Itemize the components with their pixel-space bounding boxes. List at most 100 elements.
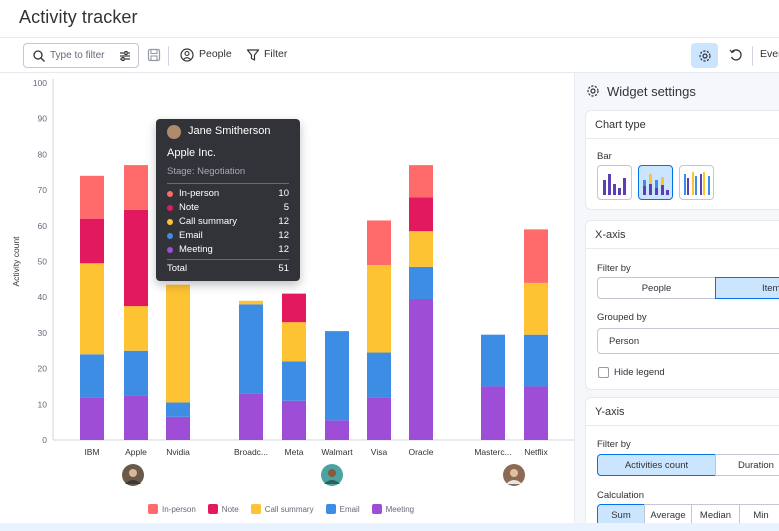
tooltip-color-dot (167, 247, 173, 253)
tooltip-row: Call summary 12 (167, 216, 289, 230)
bar-segment (166, 284, 190, 403)
legend-item[interactable]: Meeting (371, 504, 414, 514)
tooltip-stage: Stage: Negotiation (167, 166, 246, 177)
chart-legend: In-person Note Call summary Email Meeting (148, 504, 426, 514)
tooltip-person: Jane Smitherson (188, 125, 271, 137)
y-filter-duration-option[interactable]: Duration (715, 454, 779, 476)
bar-segment (282, 293, 306, 323)
y-tick-label: 40 (38, 292, 48, 302)
bar-segment (325, 420, 349, 440)
y-tick-label: 60 (38, 221, 48, 231)
bar-segment (282, 400, 306, 440)
grouped-bar-icon (684, 172, 710, 195)
stacked-bar-chart: 0 10 20 30 40 50 60 70 80 90 100 Activity count IBM A… (11, 78, 574, 457)
y-tick-label: 0 (42, 435, 47, 445)
x-tick-label: Broadc... (234, 447, 268, 457)
bar-segment (409, 231, 433, 267)
grouped-by-label: Grouped by (597, 312, 647, 323)
bar-segment (124, 209, 148, 307)
y-filter-activities-option[interactable]: Activities count (597, 454, 716, 476)
x-tick-label: Masterc... (474, 447, 511, 457)
avatar[interactable] (122, 464, 144, 486)
bar-segment (239, 300, 263, 305)
y-tick-label: 100 (33, 78, 47, 88)
toolbar-divider (752, 46, 753, 66)
bar-segment (409, 298, 433, 440)
x-tick-label: Visa (371, 447, 388, 457)
legend-label: Call summary (264, 504, 314, 514)
chart-type-bar-option[interactable] (597, 165, 632, 200)
y-tick-label: 50 (38, 257, 48, 267)
search-input[interactable]: Type to filter (23, 43, 139, 68)
tooltip-divider (167, 183, 289, 184)
gear-icon (587, 85, 599, 97)
x-filter-people-option[interactable]: People (597, 277, 716, 299)
legend-item[interactable]: Call summary (250, 504, 314, 514)
legend-swatch (371, 504, 382, 514)
y-axis-card: Y-axis Filter by Activities count Durati… (585, 397, 779, 531)
bar-segment (239, 304, 263, 394)
bar-segment (409, 266, 433, 299)
x-tick-label: Meta (285, 447, 304, 457)
tooltip-row-value: 10 (278, 188, 289, 199)
x-tick-label: Apple (125, 447, 147, 457)
avatar[interactable] (503, 464, 525, 486)
panel-divider (574, 73, 575, 531)
x-axis-header: X-axis (586, 221, 779, 249)
toolbar-cut-button[interactable]: Ever (760, 48, 779, 60)
chart-area: 0 10 20 30 40 50 60 70 80 90 100 Activity count IBM A… (0, 73, 575, 531)
legend-label: Note (221, 504, 239, 514)
legend-item[interactable]: In-person (148, 504, 196, 514)
bar-segment (239, 393, 263, 440)
people-button[interactable]: People (199, 48, 232, 60)
bar-segment (367, 397, 391, 440)
legend-item[interactable]: Email (325, 504, 360, 514)
save-icon[interactable] (146, 47, 162, 63)
bar-segment (409, 197, 433, 232)
tooltip-row-label: Note (179, 202, 200, 213)
hide-legend-checkbox[interactable] (598, 367, 609, 378)
tooltip-row-label: Call summary (179, 216, 238, 227)
undo-icon[interactable] (728, 47, 744, 63)
bar-segment (80, 397, 104, 440)
widget-settings-button[interactable] (691, 43, 718, 68)
bar-segment (481, 334, 505, 387)
bar-segment (166, 416, 190, 440)
tooltip-total: Total 51 (167, 263, 289, 274)
chart-type-header: Chart type (586, 111, 779, 139)
y-tick-label: 90 (38, 114, 48, 124)
chart-type-stacked-option[interactable] (638, 165, 673, 200)
toolbar: Type to filter People Filter Ever (0, 37, 779, 73)
bar-segment (367, 220, 391, 266)
filter-icon[interactable] (245, 47, 261, 63)
x-tick-label: Walmart (321, 447, 353, 457)
bar-segment (80, 354, 104, 398)
x-filter-item-option[interactable]: Item (715, 277, 779, 299)
chart-type-label: Bar (597, 151, 612, 162)
widget-settings-panel: Widget settings Chart type Bar X-axis Fi… (575, 73, 779, 531)
x-tick-label: IBM (84, 447, 99, 457)
tooltip-row-label: Email (179, 230, 203, 241)
tooltip-row-value: 12 (278, 230, 289, 241)
tooltip-total-value: 51 (278, 263, 289, 274)
tooltip-total-label: Total (167, 263, 188, 274)
chart-type-grouped-option[interactable] (679, 165, 714, 200)
grouped-by-dropdown[interactable]: Person (597, 328, 779, 354)
person-icon[interactable] (179, 47, 195, 63)
legend-item[interactable]: Note (207, 504, 239, 514)
bar-segment (124, 395, 148, 440)
avatar[interactable] (321, 464, 343, 486)
chart-type-card: Chart type Bar (585, 110, 779, 210)
filter-button[interactable]: Filter (264, 48, 288, 60)
bar-segment (481, 386, 505, 440)
tooltip-row: Note 5 (167, 202, 289, 216)
tooltip-row-value: 12 (278, 244, 289, 255)
filter-settings-icon[interactable] (118, 49, 132, 63)
y-tick-label: 30 (38, 328, 48, 338)
tooltip-row-value: 12 (278, 216, 289, 227)
bar-segment (524, 334, 548, 387)
bar-segment (367, 352, 391, 398)
page-title: Activity tracker (19, 7, 138, 27)
bar-segment (80, 218, 104, 264)
bottom-strip (0, 523, 779, 531)
